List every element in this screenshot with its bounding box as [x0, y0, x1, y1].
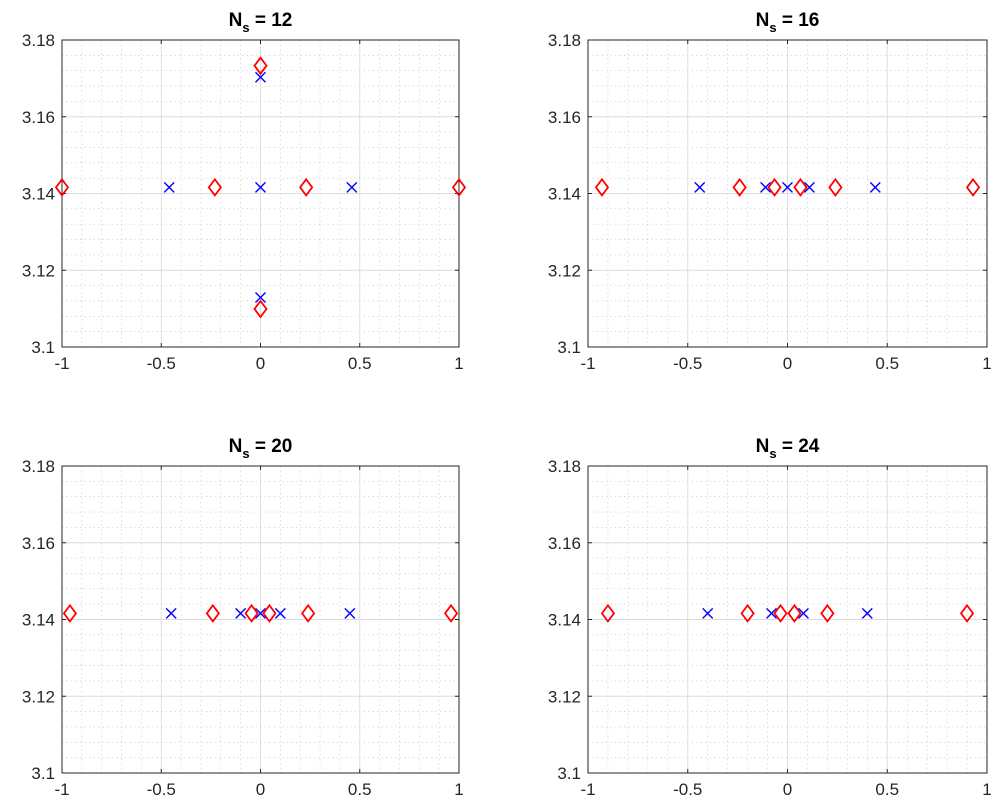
x-marker [165, 607, 177, 619]
x-marker [694, 181, 706, 193]
y-tick-label: 3.12 [22, 261, 55, 280]
diamond-marker [828, 177, 843, 197]
diamond-marker [244, 603, 259, 623]
diamond-marker [959, 603, 975, 623]
x-tick-label: 0 [783, 780, 792, 799]
y-tick-label: 3.12 [548, 687, 581, 706]
diamond-marker [600, 603, 616, 623]
diamond-marker [253, 56, 268, 76]
x-tick-label: -0.5 [673, 354, 702, 373]
x-tick-label: -0.5 [673, 780, 702, 799]
x-tick-label: -1 [54, 354, 69, 373]
x-tick-label: 0.5 [875, 780, 899, 799]
diamond-marker [443, 603, 459, 623]
x-marker [235, 607, 247, 619]
diamond-marker [787, 603, 802, 623]
x-tick-label: 1 [454, 780, 463, 799]
y-tick-label: 3.16 [22, 108, 55, 127]
diamond-marker [299, 177, 314, 197]
x-tick-label: -1 [580, 354, 595, 373]
diamond-marker [54, 177, 70, 197]
diamond-marker [820, 603, 835, 623]
chart-panel-2: -1 -0.5 0 0.5 1 3.1 3.12 3.14 3.16 3.18 Ns = 16 [548, 10, 992, 373]
y-tick-label: 3.14 [548, 611, 581, 630]
x-marker [255, 181, 266, 193]
chart-panel-3: -1 -0.5 0 0.5 1 3.1 3.12 3.14 3.16 3.18 Ns = 20 [22, 436, 464, 799]
x-marker [255, 292, 266, 303]
diamond-marker [740, 603, 755, 623]
x-tick-label: 1 [454, 354, 463, 373]
diamond-marker [451, 177, 467, 197]
chart-title: Ns = 24 [756, 436, 820, 461]
chart-panel-4: -1 -0.5 0 0.5 1 3.1 3.12 3.14 3.16 3.18 Ns = 24 [548, 436, 992, 799]
x-tick-label: 1 [982, 354, 991, 373]
x-tick-label: -1 [54, 780, 69, 799]
diamond-marker [594, 177, 610, 197]
y-tick-label: 3.18 [22, 31, 55, 50]
x-tick-label: -0.5 [147, 780, 176, 799]
x-marker [861, 607, 873, 619]
y-tick-label: 3.12 [22, 687, 55, 706]
x-marker [346, 181, 358, 193]
y-tick-label: 3.18 [548, 31, 581, 50]
diamond-marker [767, 177, 782, 197]
x-marker [163, 181, 175, 193]
chart-title: Ns = 16 [756, 10, 820, 35]
x-tick-label: 0 [256, 780, 265, 799]
diamond-marker [207, 177, 222, 197]
x-tick-label: 1 [982, 780, 991, 799]
y-tick-label: 3.14 [22, 185, 55, 204]
x-tick-label: 0 [256, 354, 265, 373]
x-marker [274, 607, 286, 619]
x-tick-label: 0.5 [875, 354, 899, 373]
x-marker [702, 607, 714, 619]
x-marker [803, 181, 815, 193]
x-marker [797, 607, 809, 619]
x-marker [344, 607, 356, 619]
diamond-marker [205, 603, 220, 623]
x-tick-label: 0 [783, 354, 792, 373]
x-marker [869, 181, 881, 193]
x-marker [255, 71, 266, 83]
chart-panel-1: -1 -0.5 0 0.5 1 3.1 3.12 3.14 3.16 3.18 Ns = 12 [22, 10, 467, 373]
diamond-marker [773, 603, 788, 623]
x-tick-label: 0.5 [348, 354, 372, 373]
y-tick-label: 3.1 [31, 338, 55, 357]
diamond-marker [262, 603, 277, 623]
x-marker [766, 607, 778, 619]
diamond-marker [793, 177, 808, 197]
x-tick-label: 0.5 [348, 780, 372, 799]
y-tick-label: 3.1 [31, 764, 55, 783]
x-marker [255, 607, 266, 619]
y-tick-label: 3.18 [22, 457, 55, 476]
y-tick-label: 3.1 [557, 338, 581, 357]
x-tick-label: -1 [580, 780, 595, 799]
diamond-marker [301, 603, 316, 623]
diamond-marker [62, 603, 78, 623]
y-tick-label: 3.18 [548, 457, 581, 476]
y-tick-label: 3.12 [548, 261, 581, 280]
y-tick-label: 3.14 [22, 611, 55, 630]
x-tick-label: -0.5 [147, 354, 176, 373]
y-tick-label: 3.16 [548, 108, 581, 127]
chart-title: Ns = 12 [229, 10, 293, 35]
x-marker [760, 181, 772, 193]
y-tick-label: 3.14 [548, 185, 581, 204]
diamond-marker [732, 177, 747, 197]
chart-title: Ns = 20 [229, 436, 293, 461]
y-tick-label: 3.1 [557, 764, 581, 783]
x-marker [782, 181, 793, 193]
diamond-marker [965, 177, 981, 197]
y-tick-label: 3.16 [548, 534, 581, 553]
y-tick-label: 3.16 [22, 534, 55, 553]
diamond-marker [253, 299, 268, 319]
